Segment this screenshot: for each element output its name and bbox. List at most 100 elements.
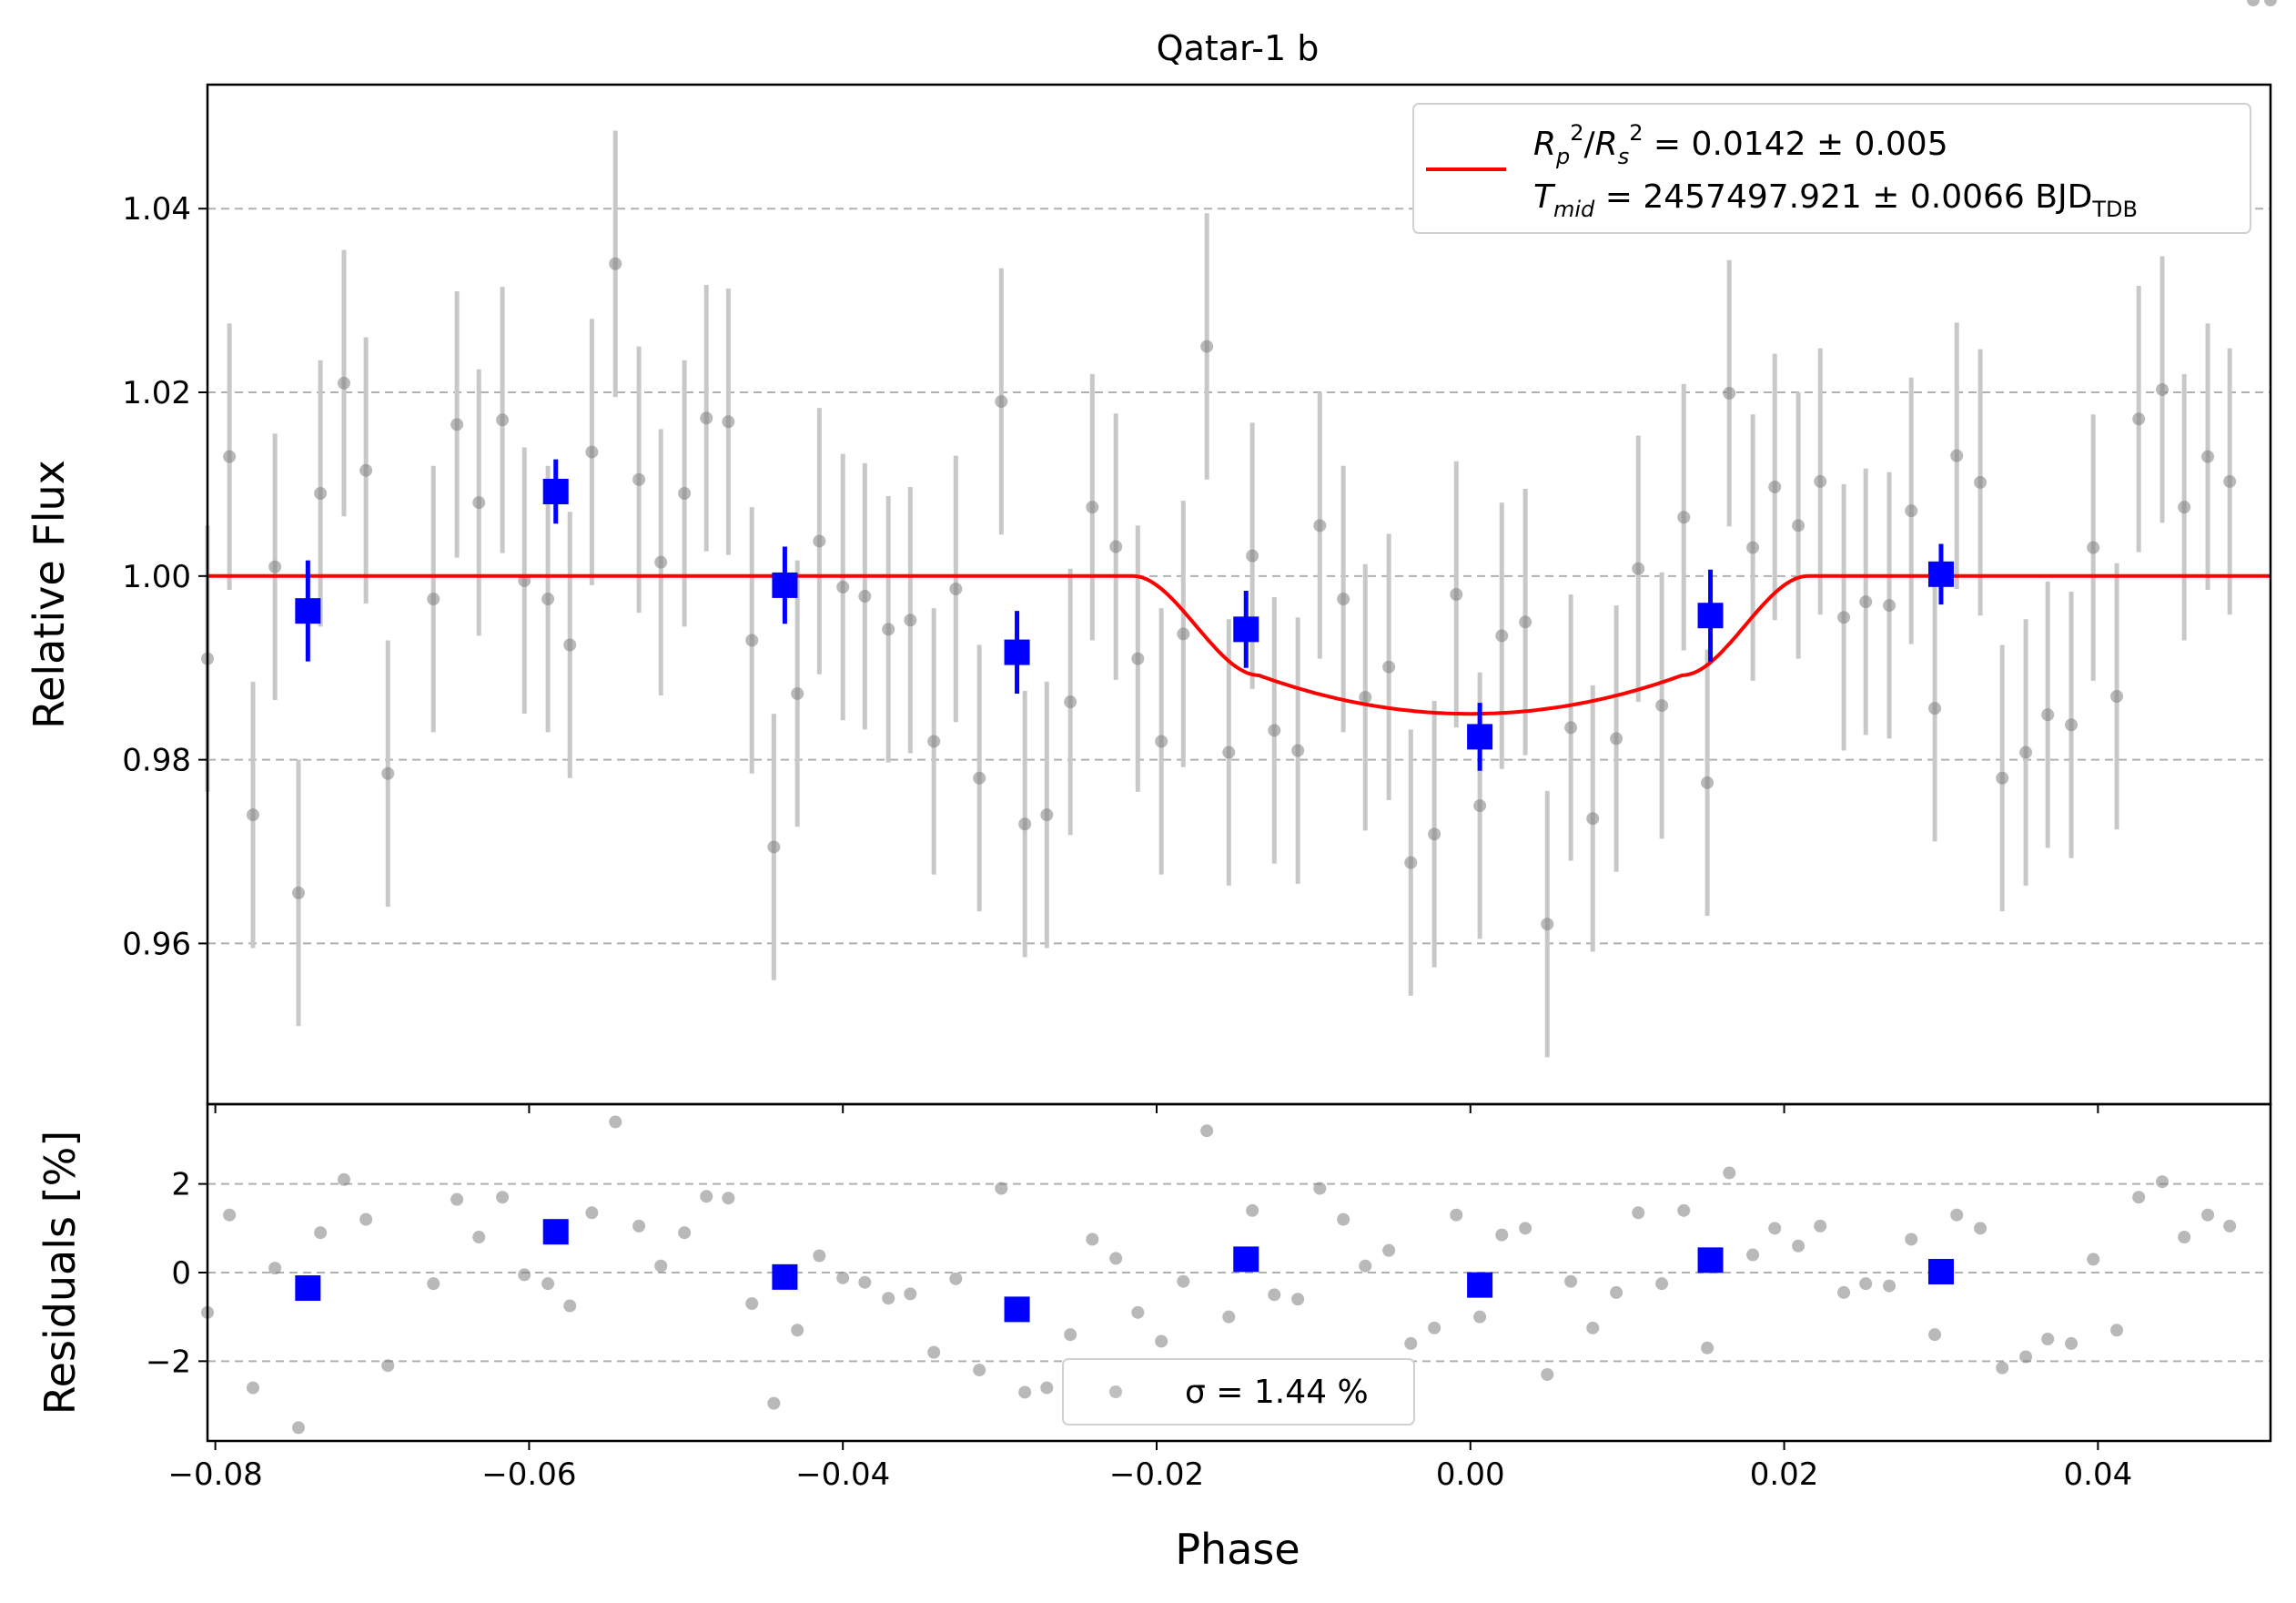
top-x-ticks [214,1104,2099,1113]
top-y-tick-label: 1.00 [122,559,191,595]
data-point [1222,746,1236,759]
data-point [904,614,917,627]
data-point [2223,474,2237,488]
data-point [223,450,237,463]
data-point [1974,475,1988,489]
top-axes-frame [206,83,2272,1106]
data-point [836,580,850,594]
residual-point [678,1226,692,1240]
residual-point [427,1277,440,1291]
data-point [609,257,622,270]
data-point [314,487,328,501]
residual-point [1655,1277,1669,1291]
top-y-tick-label: 0.96 [122,926,191,962]
residual-point [1155,1334,1168,1348]
residual-point [745,1297,759,1311]
residual-point [246,1381,259,1395]
data-point [1131,652,1145,665]
residual-point [1404,1336,1418,1350]
bottom-legend-label: σ = 1.44 % [1185,1374,1369,1411]
bottom-legend-box [1062,1358,1415,1425]
data-point [2178,501,2191,514]
residual-point [1701,1341,1714,1354]
residual-point [268,1262,282,1275]
residual-point [585,1206,599,1220]
residual-point [2132,1191,2146,1204]
residual-point [2110,1324,2124,1337]
residual-point [1905,1233,1918,1246]
residual-point [700,1190,713,1203]
residual-point [813,1249,826,1263]
residual-point [767,1396,781,1410]
binned-residual-point [1467,1272,1493,1298]
residual-point [1428,1321,1441,1334]
bottom-x-tick-label: −0.06 [481,1456,576,1493]
data-point [1086,501,1099,514]
data-point [1359,691,1372,705]
data-point [1996,771,2009,785]
residual-point [1996,1361,2009,1375]
data-point [1246,549,1259,563]
residual-point [1792,1239,1805,1253]
binned-point [1004,639,1030,665]
residual-point [1746,1248,1760,1262]
data-point [1018,817,1032,831]
residual-point [1950,1208,1964,1222]
data-point [1814,474,1827,488]
residual-point [2156,1175,2170,1189]
data-point [563,638,577,652]
binned-residual-point [542,1219,569,1245]
residual-point [472,1231,486,1244]
top-y-tick-label: 0.98 [122,743,191,779]
residual-point [2087,1253,2100,1266]
data-point [1746,541,1760,554]
residual-point [1541,1367,1554,1381]
data-point [1723,387,1736,401]
residual-point [1495,1228,1509,1242]
residual-point [1837,1285,1851,1299]
data-point [791,686,804,700]
data-point [1837,611,1851,624]
residual-point [1246,1203,1259,1217]
data-point [654,555,668,569]
legend-rp-rs-label: Rp2/Rs2 = 0.0142 ± 0.005 [1533,120,1948,169]
data-point [381,766,395,780]
residual-point [2201,1208,2215,1222]
data-point [767,840,781,854]
data-point [246,808,259,822]
data-point [1040,808,1054,822]
residual-point [1064,1328,1077,1342]
data-point [700,411,713,425]
residual-point [1131,1305,1145,1319]
data-point [2264,0,2277,6]
data-point [1337,593,1350,606]
residual-point [518,1268,531,1282]
data-point [858,590,872,604]
residual-point [1586,1321,1600,1334]
bottom-legend: σ = 1.44 % [1062,1358,1415,1425]
residual-point [1359,1259,1372,1273]
residual-point [1200,1124,1214,1138]
data-point [2041,708,2055,722]
residual-point [1814,1219,1827,1233]
residual-point [632,1219,646,1233]
data-point [2110,690,2124,703]
bottom-x-tick-label: −0.02 [1109,1456,1204,1493]
data-point [1428,827,1441,841]
data-point [745,634,759,647]
data-point [1291,744,1305,757]
top-binned-points [295,459,1954,771]
binned-residual-point [772,1263,798,1290]
data-point [722,415,735,429]
x-axis-label: Phase [1175,1525,1300,1574]
data-point [1586,812,1600,826]
bottom-y-axis-label: Residuals [%] [35,1131,85,1415]
residual-point [1974,1222,1988,1235]
data-point [1064,695,1077,709]
residual-point [2178,1231,2191,1244]
residual-point [1177,1274,1190,1288]
data-point [2156,382,2170,396]
data-point [2087,541,2100,554]
data-point [496,413,510,427]
data-point [678,487,692,501]
